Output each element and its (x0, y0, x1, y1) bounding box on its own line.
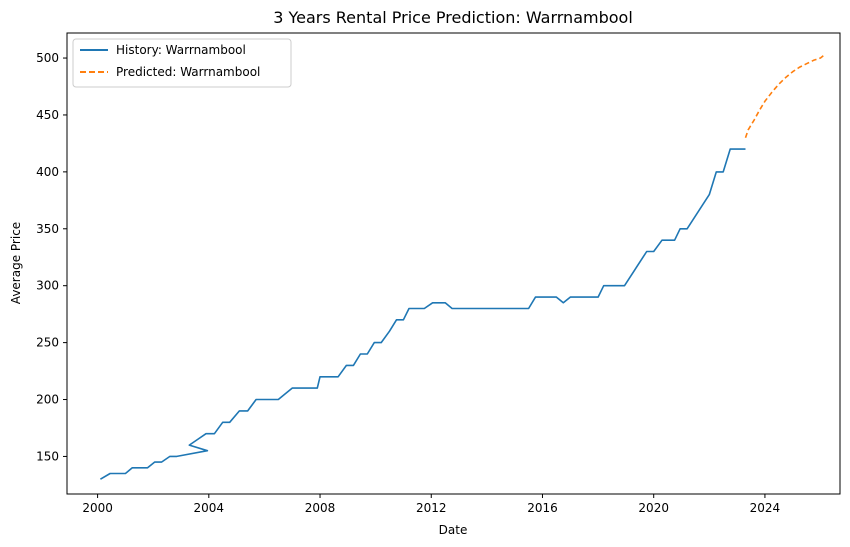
x-tick-label: 2024 (750, 501, 781, 515)
y-tick-label: 350 (36, 222, 59, 236)
x-axis-ticks: 2000 2004 2008 2012 2016 2020 2024 (82, 494, 780, 515)
y-tick-label: 450 (36, 108, 59, 122)
series-history-line (99, 148, 746, 480)
series-layer (99, 55, 824, 480)
legend-box (72, 38, 292, 88)
y-tick-label: 500 (36, 51, 59, 65)
y-tick-label: 250 (36, 336, 59, 350)
y-tick-label: 150 (36, 449, 59, 463)
x-tick-label: 2020 (638, 501, 669, 515)
x-tick-label: 2012 (416, 501, 447, 515)
y-tick-label: 200 (36, 393, 59, 407)
series-predicted-line (744, 55, 824, 138)
x-tick-label: 2008 (305, 501, 336, 515)
legend-label-predicted: Predicted: Warrnambool (116, 65, 260, 79)
legend: History: Warrnambool Predicted: Warrnamb… (72, 38, 292, 88)
chart-title: 3 Years Rental Price Prediction: Warrnam… (273, 8, 633, 27)
x-tick-label: 2000 (82, 501, 113, 515)
x-axis-label: Date (439, 523, 468, 537)
plot-frame (66, 32, 841, 495)
x-tick-label: 2004 (194, 501, 225, 515)
legend-label-history: History: Warrnambool (116, 43, 246, 57)
y-tick-label: 400 (36, 165, 59, 179)
x-tick-label: 2016 (527, 501, 558, 515)
y-axis-ticks: 150 200 250 300 350 400 450 500 (36, 51, 67, 463)
y-tick-label: 300 (36, 279, 59, 293)
y-axis-label: Average Price (9, 222, 23, 304)
